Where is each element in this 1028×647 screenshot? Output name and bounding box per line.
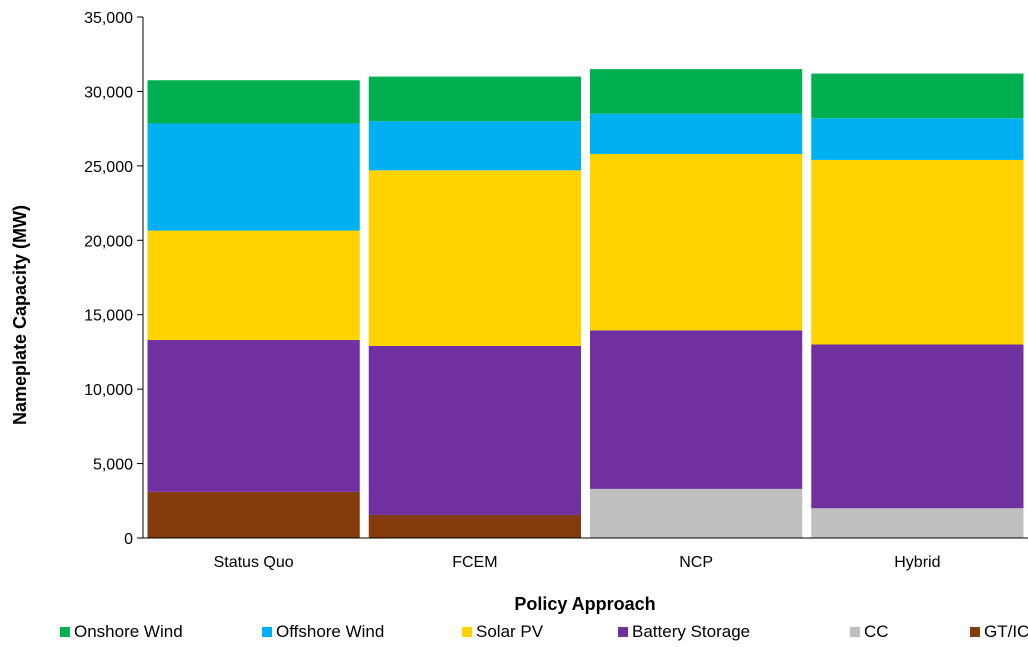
x-axis-ticks: Status Quo FCEM NCP Hybrid — [214, 554, 941, 571]
y-axis-title: Nameplate Capacity (MW) — [10, 205, 30, 425]
x-axis-title: Policy Approach — [514, 594, 655, 614]
bar-segment — [368, 76, 581, 122]
legend-item: GT/IC — [970, 622, 1028, 642]
y-tick-label: 20,000 — [84, 233, 133, 250]
legend-item: Onshore Wind — [60, 622, 183, 642]
y-axis-ticks: 0 5,000 10,000 15,000 20,000 25,000 30,000 35,0… — [84, 10, 143, 548]
bar-segment — [811, 159, 1024, 345]
bar-segment — [590, 113, 803, 154]
bar-segment — [811, 508, 1024, 538]
bars-group — [147, 69, 1024, 538]
legend-label: Onshore Wind — [74, 622, 183, 641]
legend-swatch — [850, 627, 860, 637]
bar-segment — [590, 153, 803, 331]
bar-segment — [590, 69, 803, 114]
y-tick-label: 15,000 — [84, 308, 133, 325]
x-tick-label: Status Quo — [214, 554, 294, 571]
bar-segment — [147, 491, 360, 538]
bar-segment — [368, 121, 581, 171]
x-tick-label: Hybrid — [894, 554, 940, 571]
bar-segment — [590, 330, 803, 489]
legend-item: Solar PV — [462, 622, 543, 642]
legend-swatch — [262, 627, 272, 637]
legend-label: Battery Storage — [632, 622, 751, 641]
bar-segment — [147, 230, 360, 341]
y-tick-label: 5,000 — [93, 457, 133, 474]
x-tick-label: FCEM — [452, 554, 497, 571]
bar-segment — [368, 345, 581, 515]
y-tick-label: 25,000 — [84, 159, 133, 176]
y-tick-label: 35,000 — [84, 10, 133, 27]
y-tick-label: 0 — [124, 531, 133, 548]
x-tick-label: NCP — [679, 554, 713, 571]
bar-segment — [147, 80, 360, 124]
bar-segment — [590, 488, 803, 538]
legend-label: Offshore Wind — [276, 622, 385, 641]
y-tick-label: 30,000 — [84, 84, 133, 101]
bar-segment — [147, 123, 360, 231]
legend-item: Battery Storage — [618, 622, 750, 642]
legend-swatch — [970, 627, 980, 637]
bar-segment — [811, 118, 1024, 160]
bar-segment — [811, 73, 1024, 119]
legend-label: Solar PV — [476, 622, 544, 641]
bar-segment — [811, 344, 1024, 509]
legend-swatch — [462, 627, 472, 637]
legend-item: CC — [850, 622, 889, 642]
y-tick-label: 10,000 — [84, 382, 133, 399]
legend-item: Offshore Wind — [262, 622, 384, 642]
legend-swatch — [618, 627, 628, 637]
legend-label: GT/IC — [984, 622, 1028, 641]
bar-segment — [147, 340, 360, 492]
legend-swatch — [60, 627, 70, 637]
stacked-bar-chart: 0 5,000 10,000 15,000 20,000 25,000 30,000 35,0… — [10, 10, 1028, 614]
bar-segment — [368, 514, 581, 538]
bar-segment — [368, 170, 581, 346]
legend-label: CC — [864, 622, 889, 641]
chart-legend: Onshore Wind Offshore Wind Solar PV Battery… — [0, 622, 1028, 646]
